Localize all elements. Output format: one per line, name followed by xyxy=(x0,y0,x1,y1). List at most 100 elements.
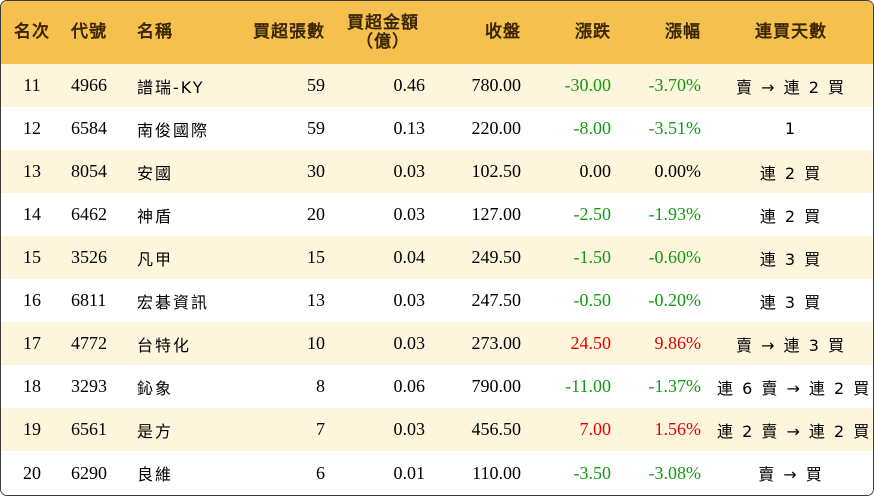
cell-net-lots: 10 xyxy=(307,333,325,353)
cell-streak: 1 xyxy=(784,119,798,138)
table-row: 19 6561 是方 7 0.03 456.50 7.00 1.56% 連 2 賣 → 連 2 … xyxy=(1,408,873,451)
cell-net-lots: 20 xyxy=(307,204,325,224)
cell-close: 790.00 xyxy=(471,376,522,396)
header-streak: 連買天數 xyxy=(755,22,827,42)
cell-name: 譜瑞-KY xyxy=(137,77,205,97)
cell-net-lots: 13 xyxy=(307,290,325,310)
cell-net-amount: 0.03 xyxy=(393,333,426,353)
cell-name: 鈊象 xyxy=(137,378,174,398)
header-close: 收盤 xyxy=(485,22,521,42)
cell-streak: 賣 → 買 xyxy=(758,465,824,484)
cell-change: 7.00 xyxy=(579,419,612,439)
cell-streak: 賣 → 連 3 買 xyxy=(736,335,846,355)
header-change: 漲跌 xyxy=(575,22,611,42)
cell-name: 南俊國際 xyxy=(137,120,210,140)
cell-close: 247.50 xyxy=(471,290,522,310)
cell-rank: 16 xyxy=(23,290,41,310)
cell-close: 780.00 xyxy=(471,75,522,95)
table-row: 12 6584 南俊國際 59 0.13 220.00 -8.00 -3.51% 1 xyxy=(1,107,873,150)
cell-change: -8.00 xyxy=(573,118,612,138)
cell-code: 8054 xyxy=(71,161,107,181)
table-header-row: 名次 代號 名稱 買超張數 買超金額 （億） 收盤 漲跌 漲幅 連買天數 xyxy=(1,1,873,64)
cell-net-amount: 0.13 xyxy=(393,118,426,138)
cell-code: 6584 xyxy=(71,118,107,138)
cell-streak: 連 3 買 xyxy=(759,292,823,312)
cell-code: 3526 xyxy=(71,247,107,267)
header-name: 名稱 xyxy=(137,22,173,42)
cell-change-pct: -3.51% xyxy=(648,118,702,138)
cell-net-lots: 15 xyxy=(307,247,325,267)
cell-close: 249.50 xyxy=(471,247,522,267)
cell-close: 110.00 xyxy=(472,462,521,483)
cell-change: -2.50 xyxy=(573,204,612,224)
cell-net-amount: 0.01 xyxy=(393,462,426,483)
cell-rank: 12 xyxy=(23,118,41,138)
table-row: 18 3293 鈊象 8 0.06 790.00 -11.00 -1.37% 連 6 賣 → 連… xyxy=(1,365,873,408)
cell-close: 456.50 xyxy=(471,419,522,439)
cell-change: 0.00 xyxy=(579,161,612,181)
table-row: 11 4966 譜瑞-KY 59 0.46 780.00 -30.00 -3.70% 賣 → 連… xyxy=(1,64,873,107)
cell-net-amount: 0.06 xyxy=(393,376,426,396)
cell-streak: 連 2 買 xyxy=(759,206,823,226)
cell-rank: 17 xyxy=(23,333,41,353)
header-net-amount-line2: （億） xyxy=(356,31,410,52)
cell-rank: 15 xyxy=(23,247,41,267)
cell-change-pct: -1.93% xyxy=(648,204,702,224)
table-body: 11 4966 譜瑞-KY 59 0.46 780.00 -30.00 -3.70% 賣 → 連… xyxy=(1,64,873,495)
cell-close: 273.00 xyxy=(471,333,522,353)
cell-net-lots: 7 xyxy=(316,419,325,439)
cell-change: -3.50 xyxy=(573,462,612,483)
cell-code: 6462 xyxy=(71,204,107,224)
header-net-amount: 買超金額 （億） xyxy=(333,1,433,64)
cell-net-lots: 59 xyxy=(307,118,325,138)
cell-change-pct: -1.37% xyxy=(648,376,702,396)
cell-change: -30.00 xyxy=(564,75,612,95)
cell-code: 4772 xyxy=(71,333,107,353)
cell-streak: 賣 → 連 2 買 xyxy=(736,77,846,97)
header-change-pct: 漲幅 xyxy=(665,22,701,42)
table-row: 13 8054 安國 30 0.03 102.50 0.00 0.00% 連 2 買 xyxy=(1,150,873,193)
cell-code: 4966 xyxy=(71,75,107,95)
cell-rank: 20 xyxy=(23,462,41,483)
cell-change-pct: 9.86% xyxy=(654,333,702,353)
cell-close: 127.00 xyxy=(471,204,522,224)
cell-streak: 連 3 買 xyxy=(759,249,823,269)
cell-net-lots: 30 xyxy=(307,161,325,181)
cell-streak: 連 2 賣 → 連 2 買 xyxy=(717,421,872,441)
cell-close: 220.00 xyxy=(471,118,522,138)
table-row: 20 6290 良維 6 0.01 110.00 -3.50 -3.08% 賣 → 買 xyxy=(1,451,873,495)
cell-name: 台特化 xyxy=(137,335,192,355)
table-row: 15 3526 凡甲 15 0.04 249.50 -1.50 -0.60% 連 3 買 xyxy=(1,236,873,279)
cell-name: 凡甲 xyxy=(137,249,174,269)
cell-net-lots: 6 xyxy=(316,462,325,483)
cell-code: 3293 xyxy=(71,376,107,396)
cell-change-pct: -3.70% xyxy=(648,75,702,95)
cell-name: 安國 xyxy=(137,163,174,183)
cell-change-pct: -3.08% xyxy=(648,462,702,483)
cell-name: 是方 xyxy=(137,421,174,441)
cell-change: -11.00 xyxy=(565,376,611,396)
cell-net-lots: 8 xyxy=(316,376,325,396)
cell-change: 24.50 xyxy=(570,333,612,353)
header-net-amount-line1: 買超金額 xyxy=(347,12,419,33)
header-code: 代號 xyxy=(71,22,107,42)
cell-rank: 14 xyxy=(23,204,41,224)
cell-change-pct: 0.00% xyxy=(654,161,702,181)
cell-rank: 13 xyxy=(23,161,41,181)
table-row: 16 6811 宏碁資訊 13 0.03 247.50 -0.50 -0.20% 連 3 買 xyxy=(1,279,873,322)
cell-change: -0.50 xyxy=(573,290,612,310)
cell-streak: 連 6 賣 → 連 2 買 xyxy=(717,378,872,398)
table-row: 14 6462 神盾 20 0.03 127.00 -2.50 -1.93% 連 2 買 xyxy=(1,193,873,236)
table-row: 17 4772 台特化 10 0.03 273.00 24.50 9.86% 賣 → 連 3 買 xyxy=(1,322,873,365)
header-net-lots: 買超張數 xyxy=(253,22,325,42)
cell-name: 良維 xyxy=(137,465,174,484)
cell-change-pct: -0.60% xyxy=(648,247,702,267)
cell-rank: 19 xyxy=(23,419,41,439)
header-rank: 名次 xyxy=(14,22,50,42)
cell-net-amount: 0.03 xyxy=(393,419,426,439)
cell-net-lots: 59 xyxy=(307,75,325,95)
cell-name: 神盾 xyxy=(137,206,174,226)
cell-change-pct: -0.20% xyxy=(648,290,702,310)
